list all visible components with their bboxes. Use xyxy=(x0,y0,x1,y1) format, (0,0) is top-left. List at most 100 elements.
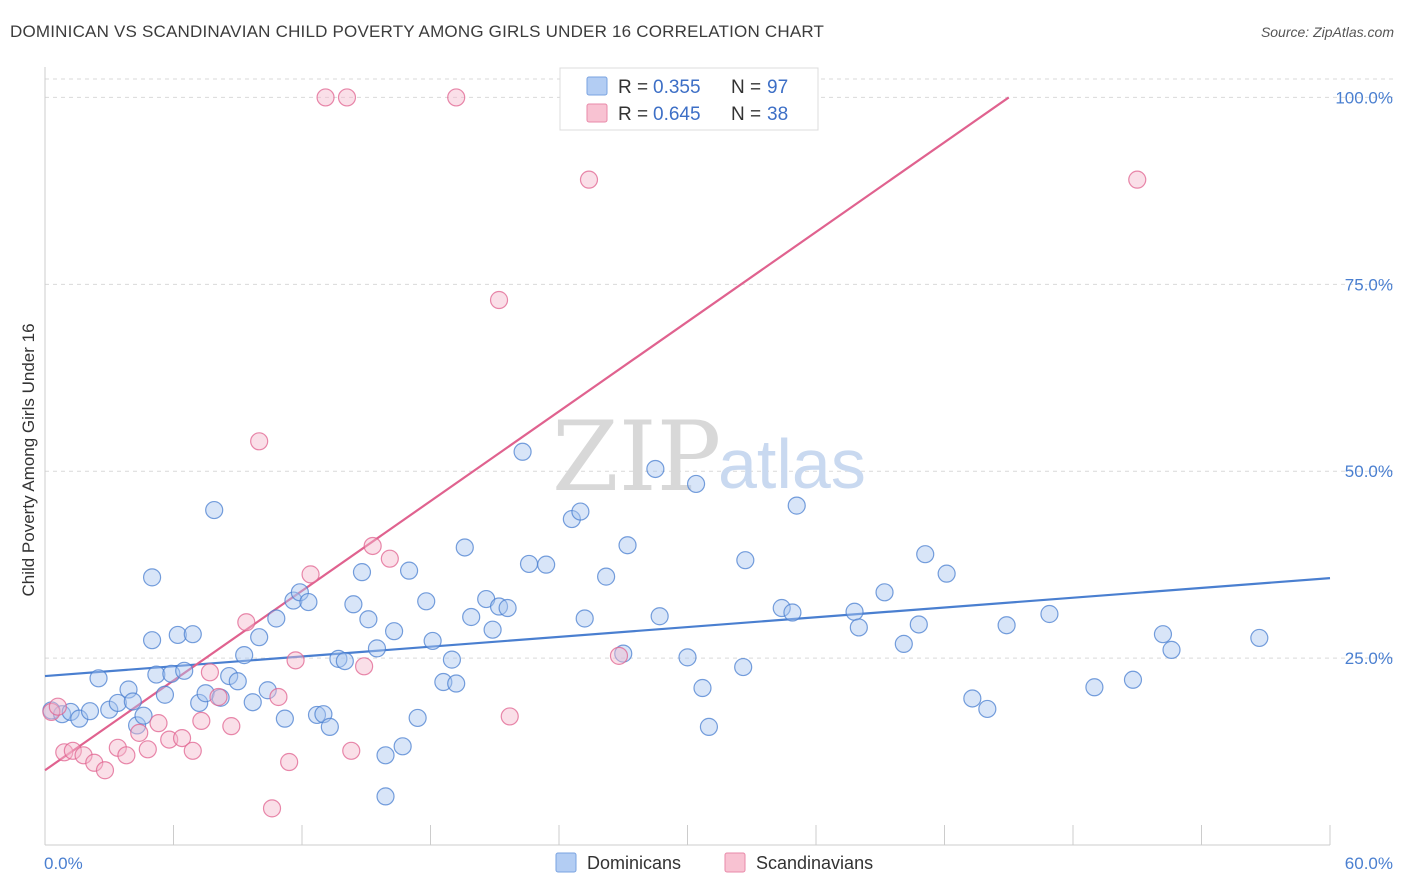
x-tick-max: 60.0% xyxy=(1345,854,1393,873)
dominican-point xyxy=(352,563,372,582)
scandinavian-point xyxy=(337,88,357,107)
dominican-point xyxy=(250,628,269,647)
scandinavian-point xyxy=(130,723,149,742)
scandinavian-point xyxy=(117,746,136,765)
dominican-point xyxy=(513,442,532,461)
scandinavian-point xyxy=(200,663,220,682)
dominican-point xyxy=(618,536,637,555)
scandinavian-point xyxy=(1128,170,1147,189)
dominican-point xyxy=(1250,628,1269,648)
scandinavian-point xyxy=(579,170,599,189)
dominican-point xyxy=(575,609,594,628)
scandinavian-point xyxy=(209,687,228,707)
dominican-point xyxy=(1040,604,1059,624)
dominican-point xyxy=(423,631,442,651)
dominican-point xyxy=(175,661,194,680)
dominican-point xyxy=(408,708,427,728)
dominican-point xyxy=(455,538,474,557)
scandinavian-point xyxy=(183,741,202,760)
watermark: ZIP atlas xyxy=(552,401,866,513)
scandinavian-point xyxy=(63,741,82,760)
scandinavian-point xyxy=(301,565,320,584)
dominican-point xyxy=(123,692,142,711)
dominican-point xyxy=(845,602,864,621)
legend-r-value-2: 0.645 xyxy=(653,104,701,125)
scandinavian-point xyxy=(609,646,629,665)
dominican-point xyxy=(155,685,175,704)
scandinavian-point xyxy=(500,707,519,726)
dominican-point xyxy=(783,603,802,622)
dominican-point xyxy=(367,639,387,658)
dominican-point xyxy=(1085,678,1104,697)
dominican-point xyxy=(220,666,239,686)
y-tick-label: 75.0% xyxy=(1345,275,1393,294)
dominican-point xyxy=(686,474,706,494)
dominican-point xyxy=(519,554,539,574)
dominican-point xyxy=(299,592,318,612)
dominican-point xyxy=(916,545,935,564)
dominican-point xyxy=(190,693,209,713)
dominican-point xyxy=(228,672,247,691)
dominican-point xyxy=(963,689,982,708)
dominican-point xyxy=(909,615,928,634)
dominican-point xyxy=(978,699,997,719)
scandinavian-trend-line xyxy=(44,96,1010,772)
dominican-point xyxy=(344,595,363,614)
bottom-legend-swatch-scandinavians xyxy=(724,852,746,873)
scandinavian-point xyxy=(447,88,466,107)
dominican-point xyxy=(119,680,138,699)
scandinavian-point xyxy=(222,717,241,736)
legend-r-label-2: R = xyxy=(618,104,648,125)
dominican-point xyxy=(736,551,755,570)
dominican-point xyxy=(108,693,127,713)
dominican-point xyxy=(307,705,327,725)
dominican-point xyxy=(80,702,100,721)
scandinavian-point xyxy=(342,741,361,760)
dominican-point xyxy=(205,500,224,520)
bottom-legend-dominicans: Dominicans xyxy=(587,853,681,873)
legend-swatch-scandinavians xyxy=(586,103,608,123)
dominican-point xyxy=(650,607,669,626)
legend-swatch-dominicans xyxy=(586,76,608,96)
source-label: Source: ZipAtlas.com xyxy=(1260,24,1394,40)
scandinavian-point xyxy=(262,799,282,818)
bottom-legend-scandinavians: Scandinavians xyxy=(756,853,873,873)
x-tick-min: 0.0% xyxy=(44,854,83,873)
scandinavian-point xyxy=(172,728,192,748)
dominican-point xyxy=(142,568,162,587)
bottom-legend-swatch-dominicans xyxy=(555,852,577,873)
dominican-point xyxy=(447,674,466,693)
legend-n-label-2: N = xyxy=(731,104,761,125)
dominican-point xyxy=(693,678,712,698)
dominican-point xyxy=(235,646,254,665)
dominican-point xyxy=(937,564,956,583)
scandinavian-point xyxy=(250,432,269,451)
dominican-point xyxy=(258,681,277,700)
dominican-point xyxy=(646,459,665,479)
scandinavian-point xyxy=(149,714,168,733)
y-axis-label: Child Poverty Among Girls Under 16 xyxy=(19,323,38,596)
dominican-point xyxy=(734,657,753,677)
dominican-point xyxy=(275,709,294,728)
y-tick-label: 100.0% xyxy=(1335,88,1393,107)
dominican-point xyxy=(376,746,395,765)
dominican-point xyxy=(1153,625,1173,644)
y-tick-label: 50.0% xyxy=(1345,462,1393,481)
scandinavian-point xyxy=(95,761,115,780)
scandinavian-point xyxy=(85,753,104,772)
dominican-point xyxy=(359,610,378,629)
legend-box: R = 0.355 N = 97 R = 0.645 N = 38 xyxy=(559,67,819,131)
dominican-point xyxy=(376,787,395,806)
dominican-point xyxy=(384,622,404,641)
dominican-point xyxy=(571,502,590,521)
dominican-point xyxy=(89,669,108,688)
dominican-point xyxy=(168,625,187,645)
dominican-point xyxy=(134,706,153,725)
dominican-point xyxy=(537,555,556,574)
grid-layer: 25.0% 50.0% 75.0% 100.0% xyxy=(45,78,1393,668)
dominican-point xyxy=(393,737,412,756)
dominican-point xyxy=(997,616,1016,635)
chart-title: DOMINICAN VS SCANDINAVIAN CHILD POVERTY … xyxy=(10,22,825,41)
dominican-point xyxy=(894,634,913,654)
